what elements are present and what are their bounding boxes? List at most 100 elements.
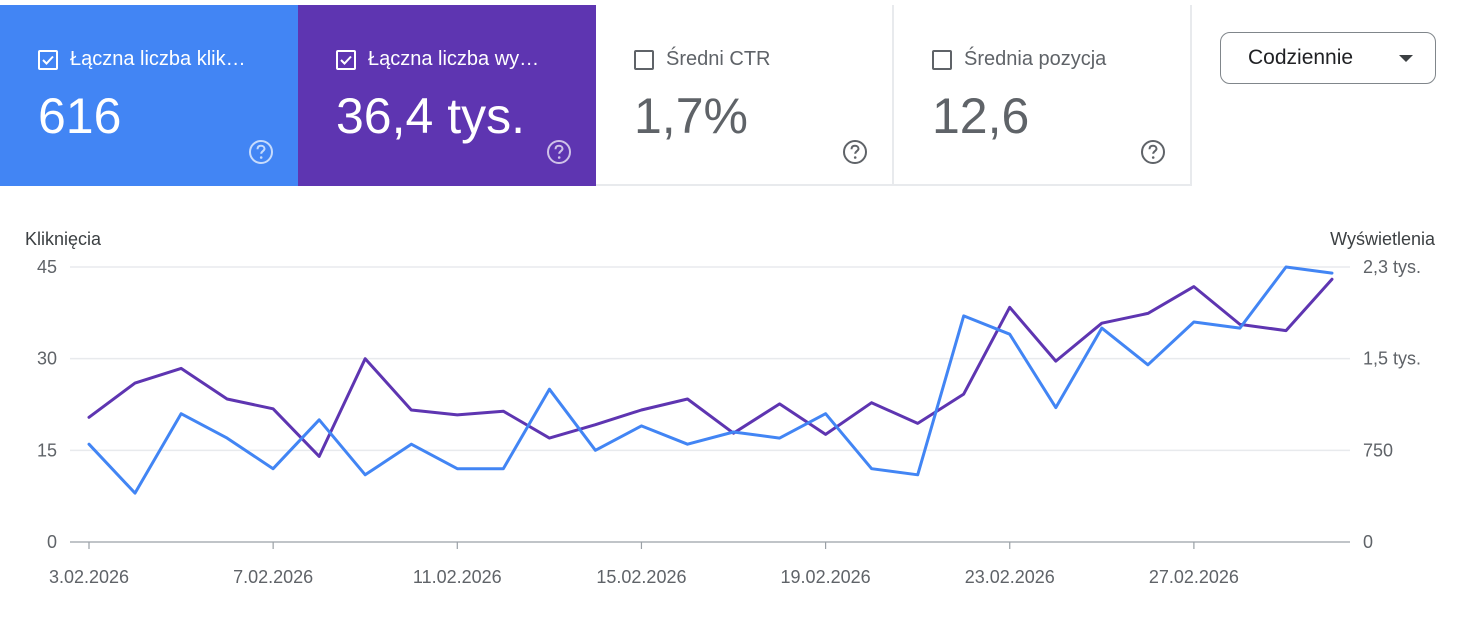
data-point-clicks	[961, 313, 967, 319]
data-point-clicks	[1145, 362, 1151, 368]
data-point-clicks	[1191, 319, 1197, 325]
x-axis-tick-label: 7.02.2026	[233, 567, 313, 587]
metric-label-clicks: Łączna liczba klik…	[70, 48, 246, 70]
data-point-impressions	[546, 435, 552, 441]
chart-ticks: 0 15 30 45 0 750 1,5 tys. 2,3 tys. 3.02.2026 7.02…	[37, 257, 1421, 587]
left-axis-title: Kliknięcia	[25, 229, 102, 249]
data-point-clicks	[1283, 264, 1289, 270]
x-axis-tick-label: 23.02.2026	[965, 567, 1055, 587]
data-point-clicks	[1329, 270, 1335, 276]
data-point-clicks	[777, 435, 783, 441]
data-point-impressions	[454, 412, 460, 418]
data-point-clicks	[178, 411, 184, 417]
left-axis-tick-label: 0	[47, 532, 57, 552]
data-point-impressions	[1283, 328, 1289, 334]
metric-label-impressions: Łączna liczba wy…	[368, 48, 540, 70]
metric-card-ctr-header: Średni CTR	[634, 48, 770, 71]
data-point-impressions	[178, 365, 184, 371]
data-point-clicks	[684, 441, 690, 447]
clicks-checkbox[interactable]	[38, 49, 58, 70]
data-point-impressions	[316, 453, 322, 459]
data-point-clicks	[408, 441, 414, 447]
data-point-impressions	[86, 414, 92, 420]
metric-card-clicks-header: Łączna liczba klik…	[38, 48, 246, 71]
x-axis-tick-label: 19.02.2026	[781, 567, 871, 587]
metric-card-clicks[interactable]: Łączna liczba klik… 616	[0, 5, 298, 186]
help-circle-icon[interactable]	[546, 139, 572, 165]
data-point-impressions	[1191, 284, 1197, 290]
metric-card-impressions[interactable]: Łączna liczba wy… 36,4 tys.	[298, 5, 596, 186]
help-circle-icon[interactable]	[1140, 139, 1166, 165]
data-point-impressions	[915, 420, 921, 426]
data-point-clicks	[1053, 405, 1059, 411]
metric-value-impressions: 36,4 tys.	[336, 88, 525, 144]
data-point-impressions	[1145, 310, 1151, 316]
data-point-clicks	[316, 417, 322, 423]
chart-grid	[70, 266, 1350, 543]
right-axis-tick-label: 0	[1363, 532, 1373, 552]
metric-card-position-header: Średnia pozycja	[932, 48, 1106, 71]
help-circle-icon[interactable]	[842, 139, 868, 165]
x-axis-tick-label: 3.02.2026	[49, 567, 129, 587]
series-line-clicks	[87, 265, 1334, 495]
checkmark-icon	[340, 55, 352, 65]
metric-cards: Łączna liczba klik… 616 Łączna liczba wy…	[0, 5, 1195, 186]
caret-down-icon	[1399, 55, 1413, 62]
right-axis-title: Wyświetlenia	[1330, 229, 1436, 249]
data-point-clicks	[1237, 325, 1243, 331]
data-point-impressions	[132, 380, 138, 386]
data-point-clicks	[270, 466, 276, 472]
right-axis-tick-label: 750	[1363, 440, 1393, 460]
data-point-impressions	[1053, 358, 1059, 364]
data-point-clicks	[86, 441, 92, 447]
data-point-clicks	[362, 472, 368, 478]
data-point-impressions	[961, 391, 967, 397]
position-checkbox[interactable]	[932, 49, 952, 70]
data-point-impressions	[362, 356, 368, 362]
data-point-clicks	[1007, 331, 1013, 337]
data-point-impressions	[500, 408, 506, 414]
data-point-impressions	[638, 407, 644, 413]
data-point-clicks	[869, 466, 875, 472]
metric-value-ctr: 1,7%	[634, 88, 748, 144]
checkmark-icon	[42, 55, 54, 65]
data-point-clicks	[1099, 325, 1105, 331]
data-point-impressions	[777, 401, 783, 407]
data-point-clicks	[915, 472, 921, 478]
data-point-impressions	[270, 406, 276, 412]
metric-value-clicks: 616	[38, 88, 122, 144]
data-point-clicks	[731, 429, 737, 435]
right-axis-tick-label: 2,3 tys.	[1363, 257, 1421, 277]
data-point-impressions	[408, 407, 414, 413]
metric-card-position[interactable]: Średnia pozycja 12,6	[894, 5, 1192, 186]
data-point-clicks	[592, 447, 598, 453]
data-point-clicks	[500, 466, 506, 472]
data-point-clicks	[132, 490, 138, 496]
data-point-impressions	[684, 396, 690, 402]
period-select[interactable]: Codziennie	[1220, 32, 1436, 84]
data-point-impressions	[869, 400, 875, 406]
series-line-impressions	[87, 277, 1334, 458]
data-point-impressions	[224, 396, 230, 402]
metric-label-position: Średnia pozycja	[964, 48, 1107, 70]
metric-card-impressions-header: Łączna liczba wy…	[336, 48, 539, 71]
left-axis-tick-label: 30	[37, 349, 57, 369]
data-point-clicks	[638, 423, 644, 429]
help-circle-icon[interactable]	[248, 139, 274, 165]
metric-label-ctr: Średni CTR	[666, 48, 771, 70]
left-axis-tick-label: 45	[37, 257, 57, 277]
impressions-checkbox[interactable]	[336, 49, 356, 70]
data-point-impressions	[1007, 304, 1013, 310]
data-point-impressions	[1329, 276, 1335, 282]
x-axis-tick-label: 27.02.2026	[1149, 567, 1239, 587]
data-point-clicks	[224, 435, 230, 441]
chart-lines	[86, 264, 1335, 496]
data-point-impressions	[592, 422, 598, 428]
right-axis-tick-label: 1,5 tys.	[1363, 349, 1421, 369]
data-point-impressions	[823, 431, 829, 437]
data-point-clicks	[454, 466, 460, 472]
metric-card-ctr[interactable]: Średni CTR 1,7%	[596, 5, 894, 186]
x-axis-tick-label: 11.02.2026	[413, 567, 502, 587]
ctr-checkbox[interactable]	[634, 49, 654, 70]
